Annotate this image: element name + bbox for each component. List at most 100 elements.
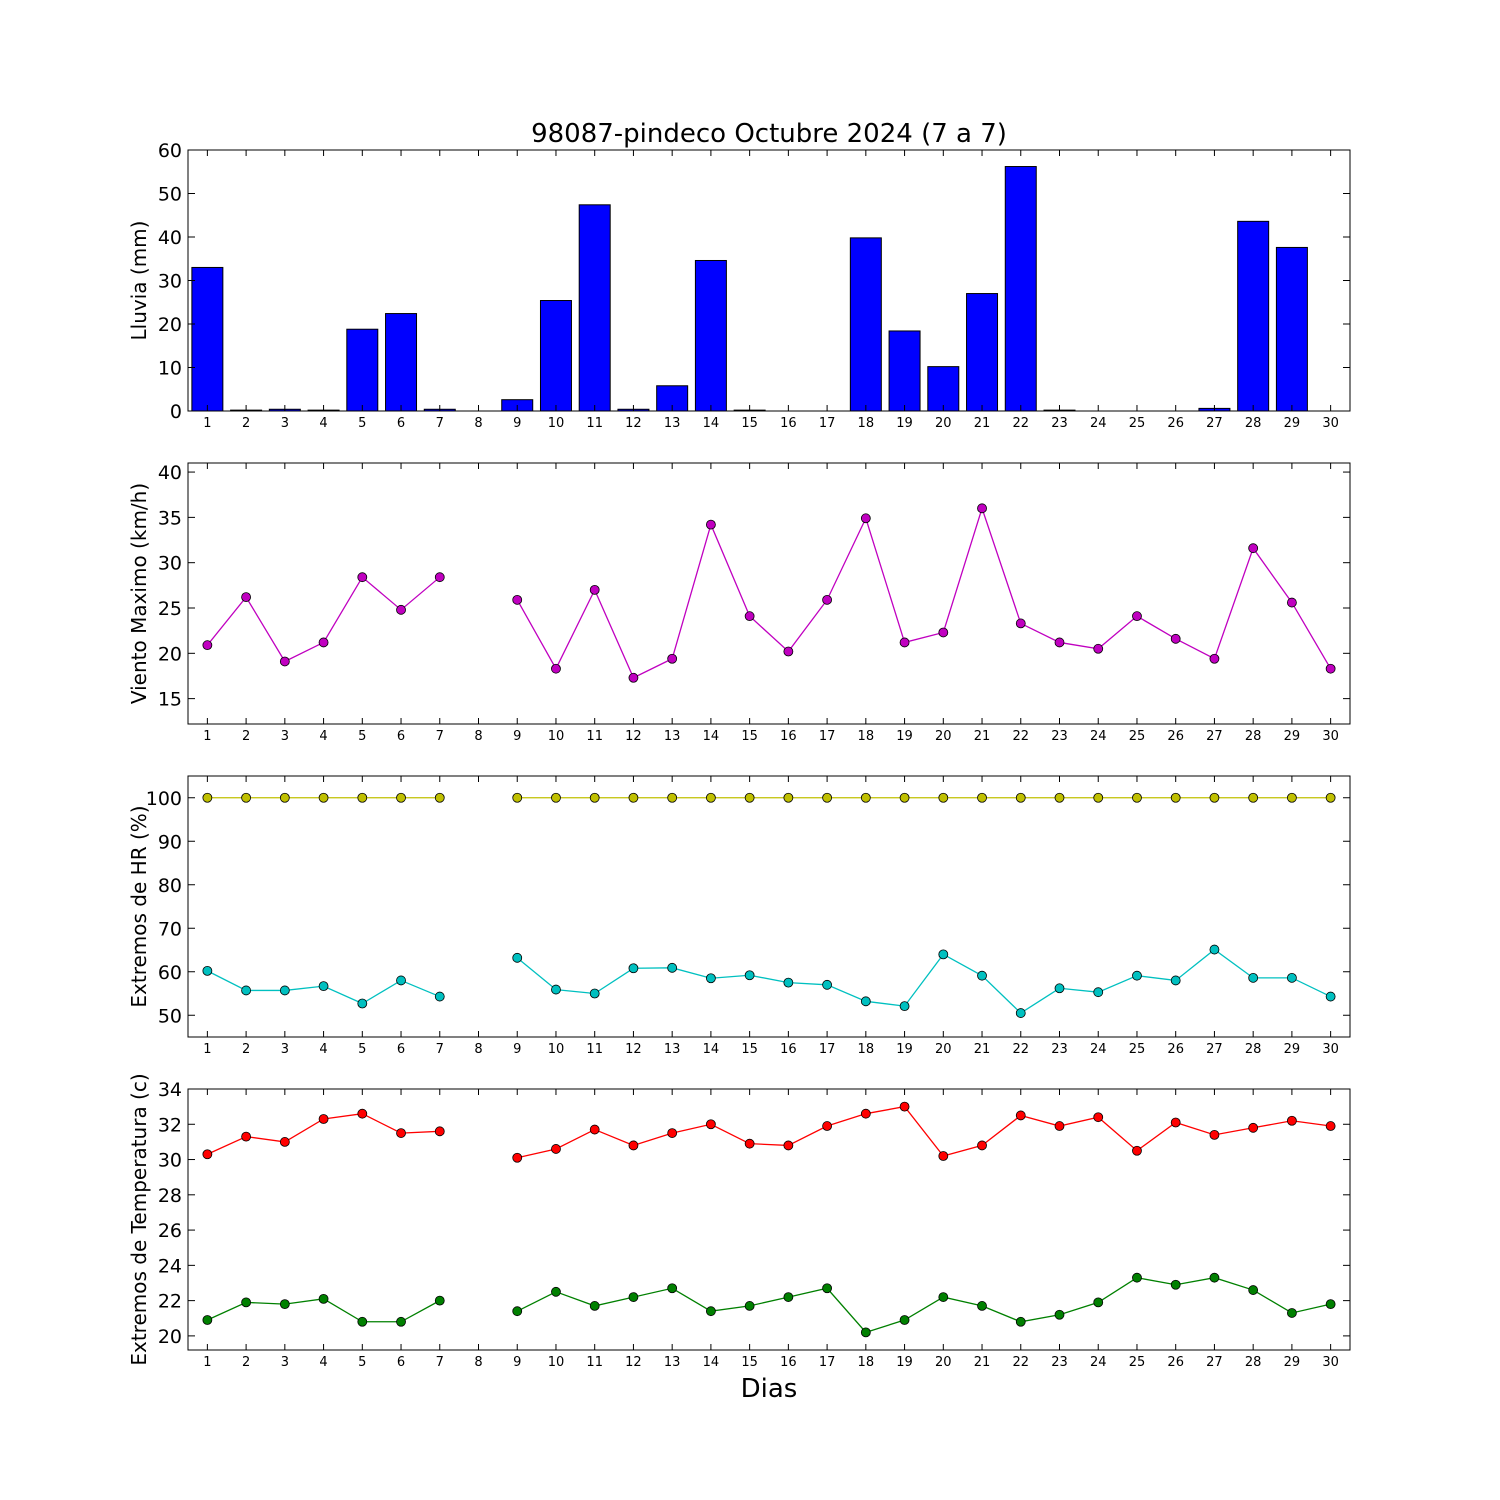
humidity-x-tick-label: 16 bbox=[780, 1042, 797, 1057]
temperature-series-0-point bbox=[589, 1124, 600, 1135]
humidity-series-1-point bbox=[744, 970, 755, 981]
temperature-x-tick-label: 25 bbox=[1129, 1355, 1146, 1370]
rain-bar bbox=[927, 366, 960, 412]
rain-y-tick-label: 0 bbox=[170, 401, 182, 423]
temperature-x-tick-label: 26 bbox=[1167, 1355, 1184, 1370]
temperature-series-1-point bbox=[1209, 1272, 1220, 1283]
wind-x-tick-label: 13 bbox=[664, 729, 681, 744]
temperature-series-0-point bbox=[860, 1108, 871, 1119]
humidity-x-tick-label: 3 bbox=[281, 1042, 289, 1057]
temperature-x-tick-label: 20 bbox=[935, 1355, 952, 1370]
wind-x-tick-label: 3 bbox=[281, 729, 289, 744]
temperature-series-1-point bbox=[1248, 1285, 1259, 1295]
wind-x-tick-label: 2 bbox=[242, 729, 250, 744]
temperature-series-0-point bbox=[977, 1140, 987, 1151]
temperature-series-1-point bbox=[318, 1293, 329, 1304]
wind-x-tick-label: 12 bbox=[625, 729, 642, 744]
humidity-series-0-point bbox=[1287, 792, 1297, 803]
humidity-series-1-point bbox=[706, 973, 716, 984]
rain-y-tick-label: 30 bbox=[158, 271, 182, 293]
humidity-x-tick-label: 4 bbox=[319, 1042, 327, 1057]
humidity-series-1-point bbox=[318, 981, 329, 992]
temperature-series-1-line bbox=[516, 1277, 1331, 1334]
humidity-series-0-point bbox=[357, 792, 368, 803]
humidity-series-0-point bbox=[977, 792, 987, 803]
temperature-y-tick-label: 22 bbox=[158, 1291, 182, 1313]
humidity-series-0-point bbox=[628, 792, 639, 803]
temperature-series-1-point bbox=[202, 1315, 213, 1325]
humidity-x-tick-label: 27 bbox=[1206, 1042, 1223, 1057]
temperature-y-tick-label: 20 bbox=[158, 1326, 182, 1348]
rain-x-tick-label: 9 bbox=[513, 416, 521, 431]
temperature-x-tick-label: 21 bbox=[974, 1355, 991, 1370]
temperature-series-0-point bbox=[1054, 1121, 1065, 1131]
temperature-series-0-point bbox=[279, 1137, 290, 1147]
rain-bar bbox=[346, 328, 379, 412]
wind-series-0-point bbox=[1132, 611, 1142, 622]
temperature-series-0-point bbox=[1287, 1115, 1297, 1126]
rain-y-tick-label: 20 bbox=[158, 314, 182, 336]
wind-x-tick-label: 14 bbox=[703, 729, 720, 744]
wind-series-0-point bbox=[202, 640, 213, 651]
temperature-series-1-point bbox=[706, 1306, 716, 1317]
temperature-series-0-point bbox=[822, 1121, 832, 1131]
wind-y-axis-label: Viento Maximo (km/h) bbox=[127, 483, 151, 704]
humidity-series-0-point bbox=[667, 792, 678, 803]
temperature-series-0-point bbox=[512, 1152, 523, 1163]
wind-x-tick-label: 23 bbox=[1051, 729, 1068, 744]
humidity-x-tick-label: 13 bbox=[664, 1042, 681, 1057]
humidity-series-1-line bbox=[516, 948, 1331, 1014]
wind-x-tick-label: 17 bbox=[819, 729, 836, 744]
temperature-x-tick-label: 9 bbox=[513, 1355, 521, 1370]
wind-series-0-point bbox=[899, 637, 910, 648]
temperature-y-tick-label: 26 bbox=[158, 1220, 182, 1242]
temperature-series-0-point bbox=[241, 1131, 252, 1142]
humidity-series-1-point bbox=[279, 985, 290, 996]
wind-series-0-point bbox=[279, 656, 290, 667]
temperature-x-tick-label: 15 bbox=[741, 1355, 758, 1370]
wind-x-tick-label: 10 bbox=[548, 729, 565, 744]
rain-bar bbox=[1004, 166, 1037, 412]
rain-y-tick-label: 50 bbox=[158, 184, 182, 206]
wind-series-0-point bbox=[744, 611, 755, 622]
humidity-series-1-point bbox=[977, 970, 987, 981]
humidity-series-0-point bbox=[318, 792, 329, 803]
temperature-x-tick-label: 29 bbox=[1284, 1355, 1301, 1370]
rain-bar bbox=[966, 293, 999, 412]
temperature-x-tick-label: 4 bbox=[319, 1355, 327, 1370]
humidity-series-1-point bbox=[783, 977, 794, 988]
humidity-x-tick-label: 8 bbox=[474, 1042, 482, 1057]
humidity-series-1-point bbox=[822, 979, 832, 990]
humidity-series-0-point bbox=[938, 792, 949, 803]
wind-x-tick-label: 21 bbox=[974, 729, 991, 744]
humidity-x-tick-label: 21 bbox=[974, 1042, 991, 1057]
rain-x-tick-label: 20 bbox=[935, 416, 952, 431]
temperature-series-0-point bbox=[202, 1149, 213, 1160]
wind-x-tick-label: 1 bbox=[203, 729, 211, 744]
humidity-series-1-point bbox=[1209, 944, 1220, 955]
rain-x-tick-label: 12 bbox=[625, 416, 642, 431]
humidity-series-0-point bbox=[434, 792, 445, 803]
humidity-y-axis-label: Extremos de HR (%) bbox=[127, 805, 151, 1007]
rain-x-tick-label: 24 bbox=[1090, 416, 1107, 431]
humidity-series-0-point bbox=[899, 792, 910, 803]
humidity-x-tick-label: 10 bbox=[548, 1042, 565, 1057]
rain-y-axis-label: Lluvia (mm) bbox=[127, 221, 151, 341]
wind-series-0-point bbox=[1170, 633, 1181, 644]
humidity-series-0-point bbox=[279, 792, 290, 803]
wind-series-0-point bbox=[938, 627, 949, 638]
wind-x-tick-label: 19 bbox=[896, 729, 913, 744]
temperature-series-1-point bbox=[241, 1297, 252, 1308]
rain-bar bbox=[888, 330, 921, 412]
rain-x-tick-label: 30 bbox=[1322, 416, 1339, 431]
humidity-x-tick-label: 17 bbox=[819, 1042, 836, 1057]
temperature-series-1-point bbox=[589, 1301, 600, 1311]
wind-series-0-point bbox=[706, 519, 716, 530]
humidity-x-tick-label: 19 bbox=[896, 1042, 913, 1057]
temperature-series-1-point bbox=[357, 1316, 368, 1327]
humidity-x-tick-label: 28 bbox=[1245, 1042, 1262, 1057]
wind-series-0-point bbox=[589, 584, 600, 595]
humidity-series-1-point bbox=[434, 991, 445, 1002]
temperature-series-1-point bbox=[938, 1292, 949, 1302]
temperature-x-tick-label: 23 bbox=[1051, 1355, 1068, 1370]
